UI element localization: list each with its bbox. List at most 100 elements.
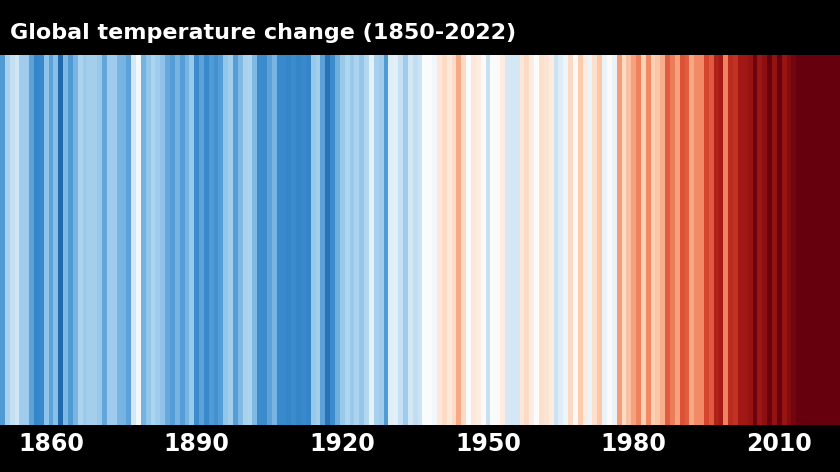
Bar <box>117 55 122 425</box>
Bar <box>801 55 806 425</box>
Bar <box>559 55 564 425</box>
Bar <box>612 55 617 425</box>
Bar <box>452 55 456 425</box>
Bar <box>0 55 5 425</box>
Bar <box>228 55 233 425</box>
Bar <box>660 55 665 425</box>
Bar <box>587 55 592 425</box>
Bar <box>695 55 699 425</box>
Bar <box>583 55 587 425</box>
Bar <box>223 55 228 425</box>
Bar <box>423 55 428 425</box>
Bar <box>49 55 54 425</box>
Bar <box>718 55 723 425</box>
Bar <box>29 55 34 425</box>
Bar <box>379 55 384 425</box>
Bar <box>199 55 204 425</box>
Bar <box>92 55 97 425</box>
Bar <box>393 55 398 425</box>
Bar <box>539 55 543 425</box>
Bar <box>87 55 92 425</box>
Bar <box>816 55 821 425</box>
Bar <box>554 55 559 425</box>
Bar <box>262 55 267 425</box>
Bar <box>510 55 515 425</box>
Bar <box>330 55 335 425</box>
Bar <box>360 55 365 425</box>
Bar <box>709 55 714 425</box>
Bar <box>272 55 276 425</box>
Bar <box>238 55 243 425</box>
Bar <box>54 55 58 425</box>
Bar <box>772 55 777 425</box>
Bar <box>670 55 675 425</box>
Bar <box>432 55 437 425</box>
Bar <box>325 55 330 425</box>
Bar <box>58 55 63 425</box>
Bar <box>5 55 10 425</box>
Bar <box>335 55 340 425</box>
Bar <box>145 55 150 425</box>
Bar <box>321 55 325 425</box>
Bar <box>388 55 393 425</box>
Bar <box>175 55 180 425</box>
Bar <box>534 55 539 425</box>
Text: 1920: 1920 <box>309 432 375 456</box>
Bar <box>384 55 388 425</box>
Bar <box>257 55 262 425</box>
Bar <box>24 55 29 425</box>
Bar <box>276 55 281 425</box>
Bar <box>297 55 301 425</box>
Bar <box>675 55 680 425</box>
Bar <box>131 55 136 425</box>
Bar <box>73 55 77 425</box>
Bar <box>213 55 218 425</box>
Bar <box>796 55 801 425</box>
Bar <box>19 55 24 425</box>
Bar <box>743 55 748 425</box>
Text: 1950: 1950 <box>455 432 521 456</box>
Bar <box>782 55 786 425</box>
Bar <box>365 55 369 425</box>
Bar <box>631 55 636 425</box>
Bar <box>690 55 695 425</box>
Bar <box>102 55 107 425</box>
Bar <box>369 55 374 425</box>
Bar <box>471 55 475 425</box>
Bar <box>412 55 417 425</box>
Bar <box>496 55 500 425</box>
Bar <box>835 55 840 425</box>
Bar <box>107 55 112 425</box>
Bar <box>34 55 39 425</box>
Bar <box>806 55 811 425</box>
Bar <box>714 55 718 425</box>
Bar <box>160 55 165 425</box>
Bar <box>500 55 505 425</box>
Bar <box>617 55 622 425</box>
Bar <box>68 55 73 425</box>
Bar <box>150 55 155 425</box>
Bar <box>77 55 82 425</box>
Bar <box>733 55 738 425</box>
Bar <box>428 55 432 425</box>
Bar <box>447 55 452 425</box>
Bar <box>233 55 238 425</box>
Bar <box>243 55 248 425</box>
Bar <box>704 55 709 425</box>
Bar <box>685 55 690 425</box>
Bar <box>456 55 461 425</box>
Bar <box>306 55 311 425</box>
Bar <box>437 55 442 425</box>
Bar <box>185 55 189 425</box>
Bar <box>155 55 160 425</box>
Bar <box>627 55 631 425</box>
Bar <box>180 55 185 425</box>
Bar <box>791 55 796 425</box>
Text: Global temperature change (1850-2022): Global temperature change (1850-2022) <box>10 23 517 43</box>
Bar <box>573 55 578 425</box>
Bar <box>519 55 524 425</box>
Bar <box>417 55 423 425</box>
Bar <box>170 55 175 425</box>
Bar <box>480 55 486 425</box>
Bar <box>301 55 306 425</box>
